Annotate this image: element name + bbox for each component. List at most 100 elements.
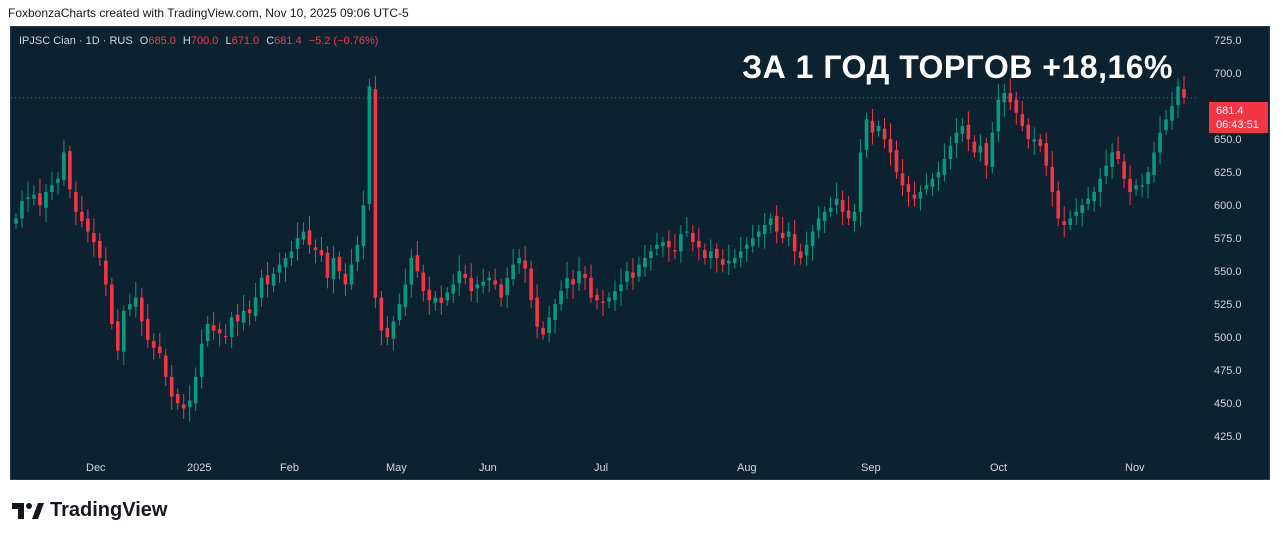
candle — [780, 217, 785, 244]
bar-countdown: 06:43:51 — [1216, 119, 1259, 131]
candle — [20, 190, 24, 228]
candle — [1056, 181, 1061, 227]
candle — [253, 283, 258, 322]
close-label: C — [266, 35, 275, 47]
candle — [319, 236, 324, 262]
candle — [469, 263, 474, 302]
candle — [56, 172, 60, 195]
candle — [535, 284, 539, 339]
candle — [367, 78, 372, 211]
candle — [98, 232, 102, 266]
candle — [283, 252, 288, 282]
candle — [421, 264, 426, 302]
candle — [499, 279, 503, 307]
chart-panel[interactable]: 425.0 450.0 475.0 500.0 525.0 550.0 575.0 600.0… — [10, 26, 1270, 480]
x-tick-label: Dec — [86, 462, 106, 474]
candle — [978, 133, 983, 162]
candle — [463, 264, 468, 285]
candle — [870, 108, 875, 145]
candle — [199, 329, 204, 389]
candle — [1086, 186, 1090, 211]
y-tick-label: 600.0 — [1214, 200, 1242, 212]
candle — [379, 291, 384, 346]
candle — [415, 240, 420, 278]
candle — [1074, 198, 1078, 225]
candle — [385, 316, 390, 346]
candle — [1026, 118, 1031, 149]
candle — [661, 236, 665, 257]
candle — [32, 185, 36, 206]
candle — [349, 248, 354, 290]
candle — [427, 276, 432, 315]
candle — [1092, 186, 1096, 212]
candle — [235, 304, 240, 336]
candle — [972, 135, 977, 158]
candle — [613, 280, 617, 311]
candle — [1050, 151, 1055, 207]
candle — [1182, 75, 1186, 105]
candle — [954, 118, 959, 158]
candle — [505, 267, 509, 309]
candle — [709, 239, 713, 269]
close-value: 681.4 — [274, 35, 302, 47]
candle — [187, 384, 192, 422]
high-label: H — [182, 35, 191, 47]
candle — [163, 349, 168, 387]
candle — [924, 173, 929, 195]
candle — [607, 292, 611, 309]
candle — [553, 298, 557, 334]
candle — [810, 225, 815, 261]
price-chart[interactable]: 425.0 450.0 475.0 500.0 525.0 550.0 575.0 600.0… — [11, 27, 1270, 480]
candle — [343, 263, 348, 297]
candle — [691, 225, 695, 252]
candle — [649, 244, 653, 272]
candle — [325, 246, 330, 289]
candle — [439, 285, 444, 315]
y-tick-label: 575.0 — [1214, 233, 1242, 245]
last-price-value: 681.4 — [1216, 105, 1244, 117]
candle — [918, 185, 923, 211]
candle — [1146, 166, 1150, 199]
candle — [846, 195, 851, 225]
tradingview-brand[interactable]: TradingView — [12, 499, 167, 522]
candle — [295, 222, 300, 261]
candle — [487, 271, 491, 293]
candle — [966, 111, 971, 152]
x-tick-label: Sep — [861, 462, 881, 474]
candle — [619, 268, 623, 306]
candle — [1002, 83, 1007, 117]
candle — [92, 218, 96, 257]
candle — [271, 267, 276, 293]
low-value: 671.0 — [231, 35, 260, 47]
open-label: O — [139, 35, 149, 47]
candle — [433, 291, 438, 311]
candle — [577, 256, 581, 291]
candle — [762, 213, 767, 249]
candle — [996, 83, 1001, 142]
candle — [738, 236, 743, 268]
candle — [1164, 110, 1168, 136]
candle — [517, 248, 521, 274]
candle — [26, 181, 30, 212]
x-tick-label: Nov — [1125, 462, 1145, 474]
candle — [277, 252, 282, 284]
candle — [565, 261, 569, 299]
candle — [912, 181, 917, 207]
y-tick-label: 475.0 — [1214, 365, 1242, 377]
candle — [864, 112, 869, 158]
candle — [44, 184, 48, 223]
candle — [1128, 165, 1132, 206]
candle — [1062, 206, 1067, 237]
candle — [457, 255, 462, 297]
candle — [1170, 91, 1174, 130]
candle — [1068, 210, 1072, 231]
candle — [1104, 149, 1108, 185]
candle — [313, 239, 318, 264]
candle — [720, 248, 725, 273]
candle — [373, 75, 378, 309]
candle — [205, 316, 210, 347]
candle — [169, 364, 174, 410]
candle — [355, 235, 360, 272]
candle — [960, 118, 965, 142]
candle — [774, 205, 779, 244]
